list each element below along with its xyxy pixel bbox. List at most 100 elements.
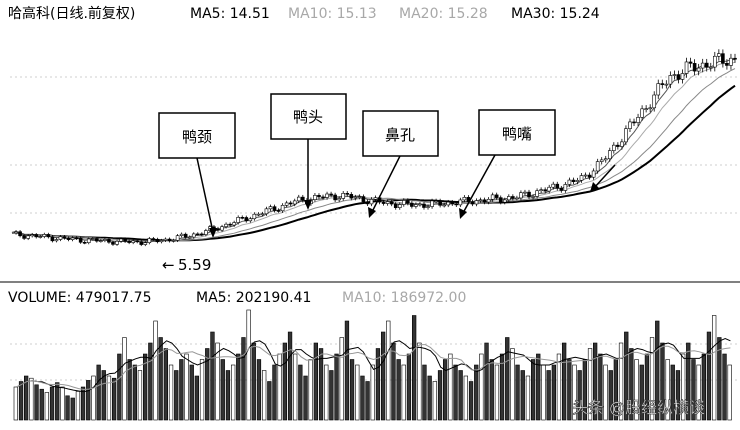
callout-nostril: 鼻孔 (362, 110, 439, 218)
candle (42, 232, 47, 239)
candle (224, 222, 228, 229)
candle-body (349, 194, 354, 199)
volume-bar (122, 337, 127, 421)
candle (620, 138, 624, 150)
candle-body (260, 213, 265, 216)
candle-body (656, 83, 661, 96)
candle (410, 201, 414, 209)
volume-bar (23, 375, 29, 421)
volume-bar (608, 370, 613, 421)
volume-bar (360, 375, 365, 421)
callout-neck: 鸭颈 (158, 112, 236, 238)
candle (268, 204, 273, 211)
volume-bar (96, 364, 101, 421)
volume-bar (701, 353, 707, 421)
candle-body (195, 233, 200, 236)
candle-body (90, 238, 95, 240)
candle-body (486, 198, 491, 203)
volume-bar (313, 342, 319, 421)
volume-bar (55, 382, 60, 421)
candle-body (147, 238, 152, 243)
candle (450, 199, 455, 206)
volume-bar (417, 342, 422, 421)
candle (284, 200, 289, 208)
candle (636, 113, 640, 127)
volume-bar (499, 353, 505, 421)
volume-bar (298, 364, 303, 421)
candle-body (333, 194, 337, 201)
candle-body (620, 141, 624, 147)
candle (313, 193, 317, 202)
candle-body (187, 236, 192, 239)
volume-ma5-line (16, 338, 731, 393)
candle-body (111, 241, 115, 245)
candle-body (721, 53, 725, 64)
candle (406, 198, 410, 206)
volume-bar (75, 391, 81, 421)
volume-label: VOLUME: 479017.75 (8, 290, 152, 306)
candle (244, 215, 249, 223)
volume-bar (541, 364, 546, 421)
candle-body (470, 201, 475, 205)
candle (591, 168, 596, 180)
candle-body (438, 200, 442, 206)
candle-body (26, 235, 30, 239)
candle (535, 188, 539, 199)
candle (628, 118, 632, 133)
volume-bar (308, 359, 313, 421)
candle (236, 215, 240, 225)
volume-bar (292, 353, 298, 421)
callout-bill: 鸭嘴 (459, 109, 556, 219)
candle-body (652, 94, 657, 109)
volume-bar (18, 381, 24, 421)
volume-bar (137, 370, 143, 421)
candle-body (256, 213, 261, 216)
candle-body (62, 236, 67, 239)
volume-bar (546, 370, 551, 421)
candle (139, 240, 144, 247)
candle-body (733, 57, 737, 60)
volume-bar (91, 375, 96, 421)
volume-bar (494, 364, 500, 421)
candle (721, 49, 725, 68)
candle-body (692, 63, 697, 72)
volume-bar (112, 377, 117, 421)
candle-body (99, 240, 103, 242)
candle-body (276, 210, 281, 212)
volume-bar (60, 386, 65, 421)
candle-body (535, 190, 539, 197)
candle (135, 239, 140, 244)
candle (220, 224, 224, 232)
candle (454, 201, 459, 207)
candle-body (393, 203, 398, 208)
candle-body (507, 196, 511, 201)
candle-body (511, 196, 515, 199)
candle (385, 199, 390, 206)
candle-body (636, 117, 640, 123)
volume-bar (515, 364, 520, 421)
volume-bar (686, 342, 691, 421)
candle (292, 198, 297, 207)
volume-bar (592, 342, 598, 421)
volume-bar (675, 370, 681, 421)
candle-body (555, 183, 560, 189)
volume-bar (205, 348, 210, 421)
volume-bar (163, 348, 169, 421)
candle-body (458, 199, 463, 206)
candle-body (414, 204, 418, 207)
candle-body (369, 199, 374, 205)
candle-body (296, 196, 301, 202)
candle (204, 228, 208, 237)
volume-bar (618, 342, 624, 421)
volume-ma10-line (16, 344, 731, 391)
candle-body (527, 191, 531, 198)
stock-title: 哈高科(日线.前复权) (8, 5, 135, 22)
candle-body (135, 240, 140, 243)
candle (397, 202, 402, 210)
candle-body (446, 201, 451, 206)
candle (563, 182, 568, 193)
candle (507, 194, 511, 203)
candle (62, 234, 67, 240)
candle-body (410, 202, 414, 207)
candle (381, 199, 386, 206)
